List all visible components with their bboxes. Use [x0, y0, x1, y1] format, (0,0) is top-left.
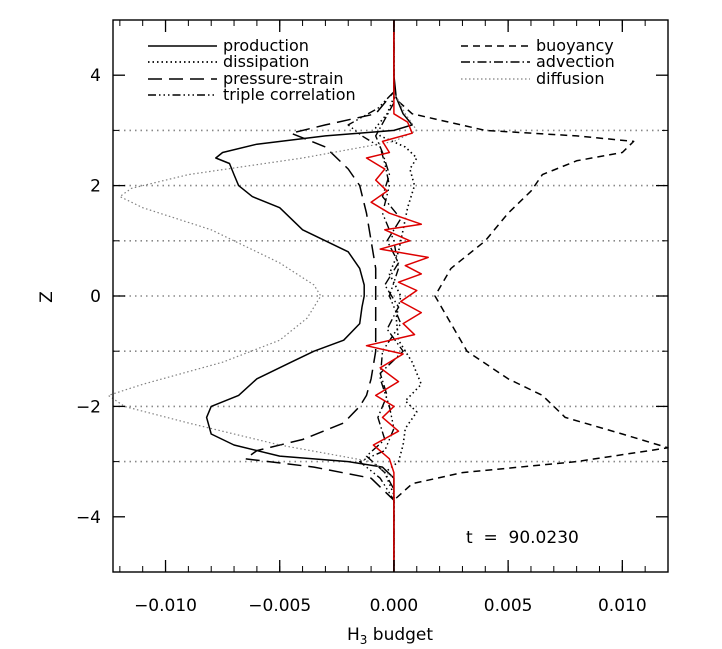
series-line-dissipation — [374, 20, 423, 572]
x-tick-label: 0.005 — [484, 596, 533, 616]
x-axis-label-subscript: 3 — [360, 633, 368, 647]
legend-label: triple correlation — [223, 85, 356, 104]
x-axis-label: H3 budget — [347, 625, 433, 647]
legend-label: buoyancy — [536, 36, 614, 55]
series-layer — [107, 20, 669, 572]
legend-label: production — [223, 36, 309, 55]
x-tick-label: −0.010 — [134, 596, 197, 616]
y-axis-label: Z — [37, 291, 57, 303]
series-line-buoyancy — [393, 20, 669, 572]
x-tick-label: 0.000 — [370, 596, 419, 616]
y-tick-label: 4 — [90, 66, 101, 86]
x-axis-label-main: H — [347, 625, 360, 645]
time-annotation: t = 90.0230 — [466, 528, 579, 548]
y-tick-label: −2 — [76, 397, 101, 417]
axis-ticks: −0.010 −0.005 0.000 0.005 0.010 −4 −2 0 2 4 — [76, 19, 668, 616]
y-tick-label: −4 — [76, 508, 101, 528]
x-tick-label: −0.005 — [248, 596, 311, 616]
x-tick-label: 0.010 — [598, 596, 647, 616]
y-tick-label: 0 — [90, 287, 101, 307]
legend-label: dissipation — [223, 52, 309, 71]
series-line-diffusion — [107, 20, 418, 572]
x-axis-label-rest: budget — [367, 625, 433, 645]
series-line-unlabeled — [365, 20, 429, 572]
series-line-production — [205, 20, 413, 572]
legend-label: advection — [536, 52, 615, 71]
legend: productiondissipationpressure-straintrip… — [148, 36, 615, 104]
y-tick-label: 2 — [90, 177, 101, 197]
legend-label: diffusion — [536, 69, 604, 88]
legend-label: pressure-strain — [223, 69, 343, 88]
